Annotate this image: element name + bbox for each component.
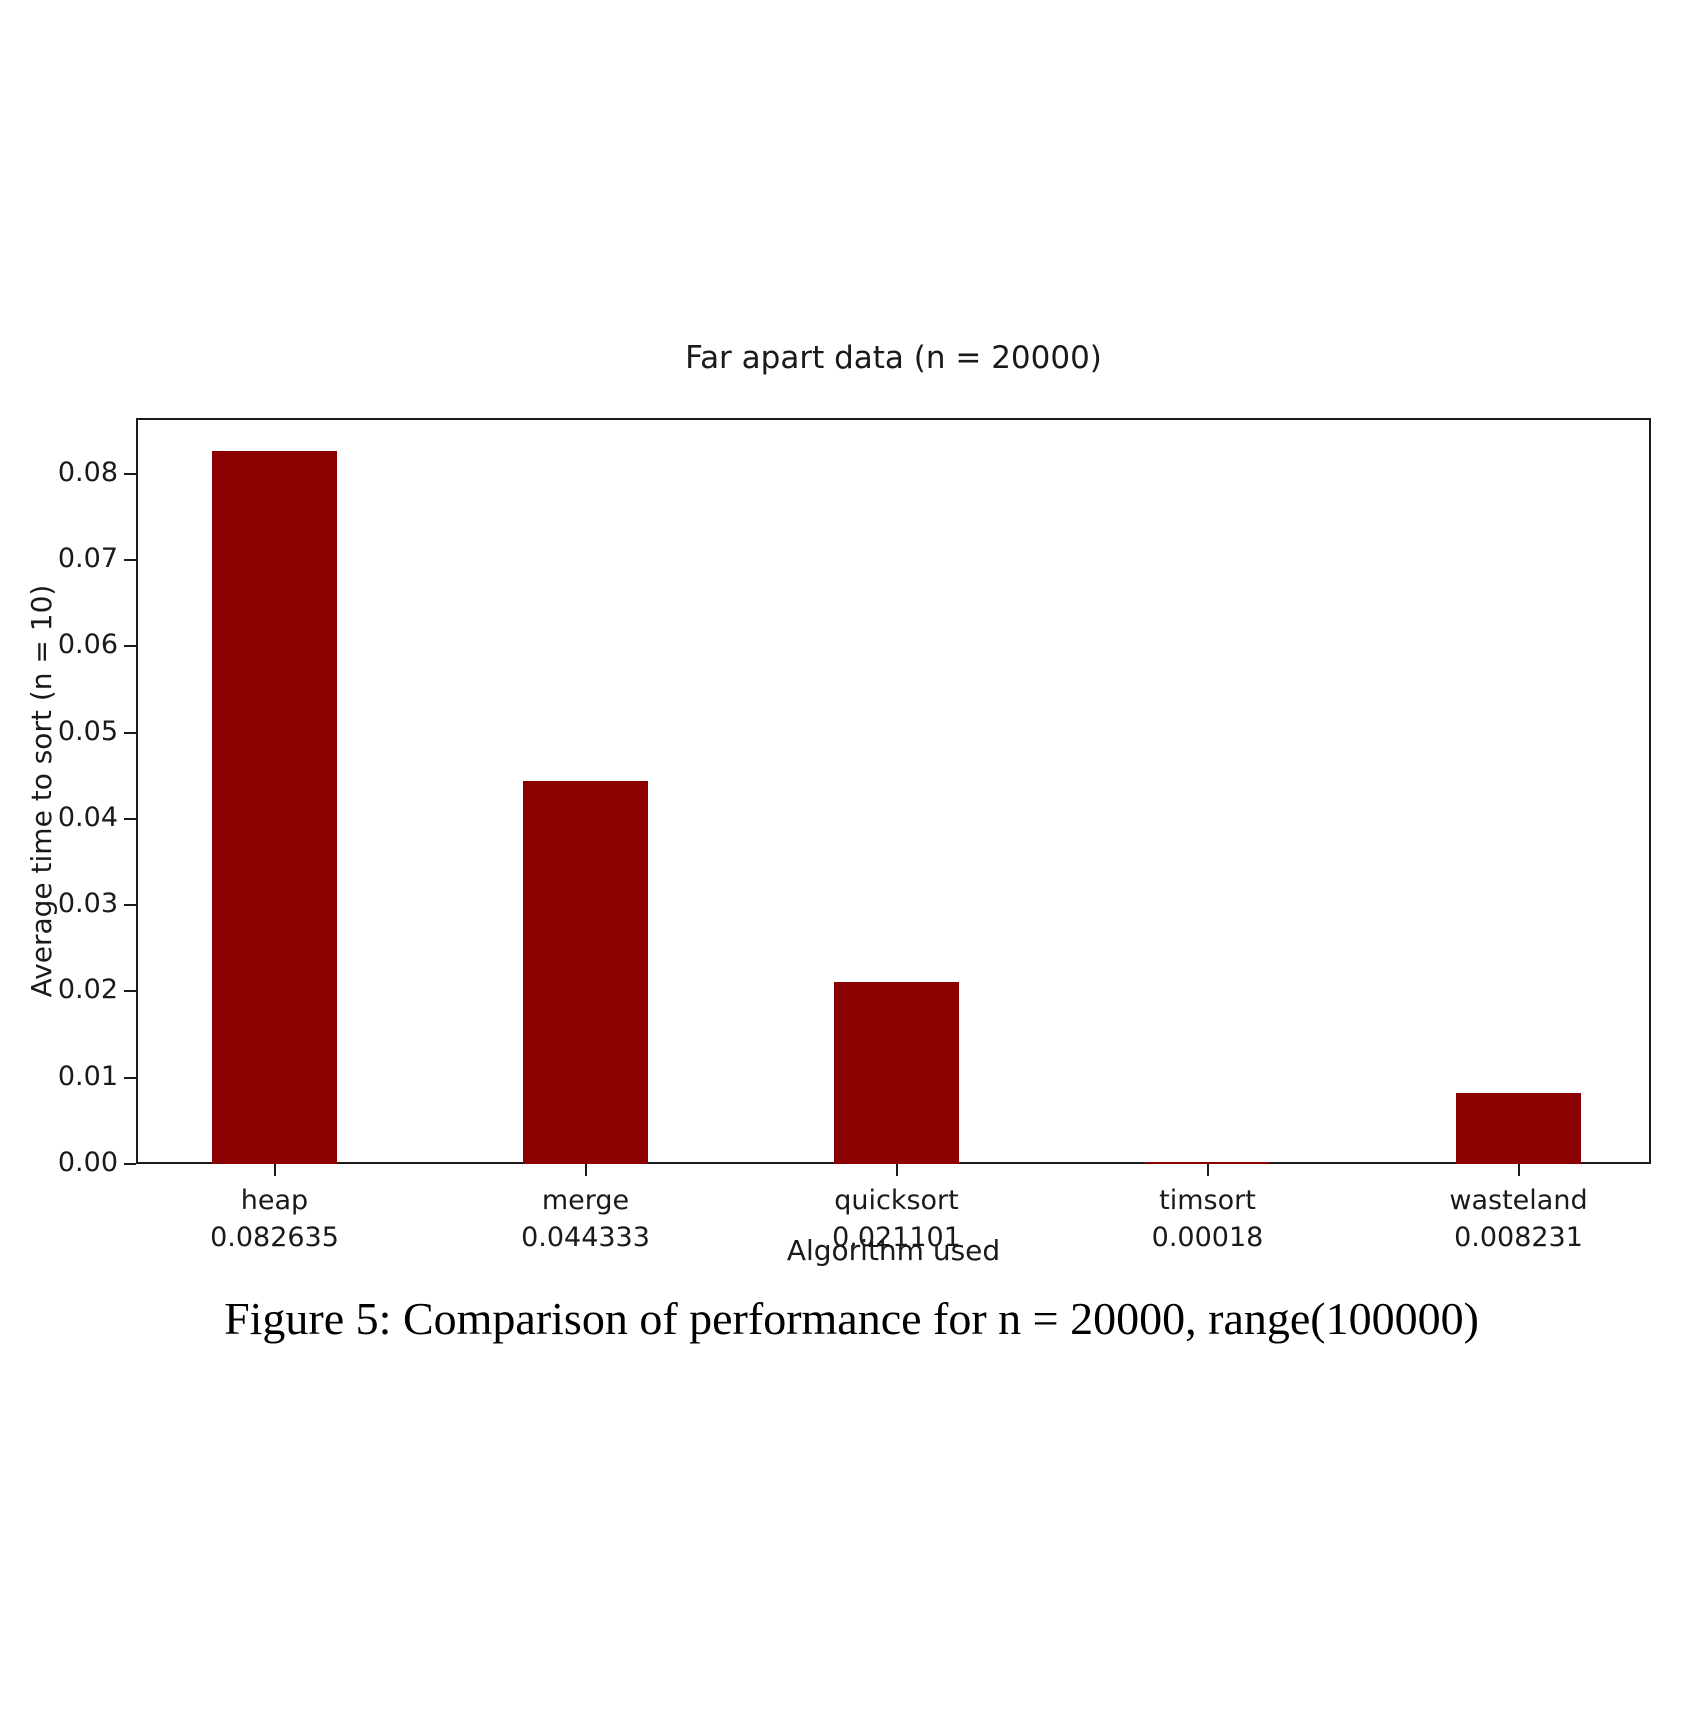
- y-tick-label: 0.07: [57, 543, 118, 575]
- bar-timsort: [1145, 1162, 1270, 1164]
- category-name: timsort: [1159, 1185, 1256, 1216]
- category-value: 0.00018: [1151, 1222, 1264, 1253]
- x-tick-label: timsort 0.00018: [1048, 1182, 1368, 1256]
- y-tick-label: 0.05: [57, 715, 118, 747]
- category-value: 0.008231: [1454, 1222, 1583, 1253]
- x-tick-mark: [1517, 1164, 1520, 1176]
- category-value: 0.082635: [210, 1222, 339, 1253]
- y-tick-mark: [124, 645, 136, 648]
- x-tick-mark: [1206, 1164, 1209, 1176]
- x-tick-mark: [273, 1164, 276, 1176]
- x-tick-mark: [895, 1164, 898, 1176]
- bar-merge: [523, 781, 648, 1164]
- x-tick-label: wasteland 0.008231: [1359, 1182, 1679, 1256]
- bar-quicksort: [834, 982, 959, 1164]
- y-tick-mark: [124, 904, 136, 907]
- y-tick-mark: [124, 472, 136, 475]
- y-tick-label: 0.08: [57, 456, 118, 488]
- y-tick-label: 0.00: [57, 1147, 118, 1178]
- x-tick-label: quicksort 0.021101: [737, 1182, 1057, 1256]
- y-tick-label: 0.02: [57, 974, 118, 1006]
- y-tick-label: 0.06: [57, 629, 118, 661]
- y-tick-mark: [124, 990, 136, 993]
- bar-wasteland: [1456, 1093, 1581, 1164]
- y-tick-mark: [124, 731, 136, 734]
- y-axis-label: Average time to sort (n = 10): [25, 584, 58, 998]
- y-tick-label: 0.01: [57, 1060, 118, 1092]
- figure-image: Far apart data (n = 20000) 0.00 0.01 0.02 0…: [25, 340, 1679, 1266]
- x-tick-label: merge 0.044333: [426, 1182, 746, 1256]
- x-tick-mark: [584, 1164, 587, 1176]
- x-axis-label: Algorithm used: [786, 1234, 1001, 1266]
- category-value: 0.044333: [521, 1222, 650, 1253]
- category-name: quicksort: [834, 1185, 959, 1216]
- x-tick-label: heap 0.082635: [115, 1182, 435, 1256]
- y-tick-label: 0.03: [57, 888, 118, 920]
- category-name: wasteland: [1449, 1185, 1588, 1216]
- figure-caption: Figure 5: Comparison of performance for …: [224, 1293, 1479, 1344]
- y-tick-label: 0.04: [57, 801, 118, 833]
- y-tick-mark: [124, 1163, 136, 1165]
- chart-title: Far apart data (n = 20000): [685, 340, 1102, 376]
- bar-heap: [212, 451, 337, 1164]
- category-name: merge: [541, 1185, 630, 1216]
- category-name: heap: [240, 1185, 309, 1216]
- category-value: 0.021101: [832, 1222, 961, 1253]
- y-tick-mark: [124, 817, 136, 820]
- y-tick-mark: [124, 559, 136, 562]
- y-tick-mark: [124, 1076, 136, 1079]
